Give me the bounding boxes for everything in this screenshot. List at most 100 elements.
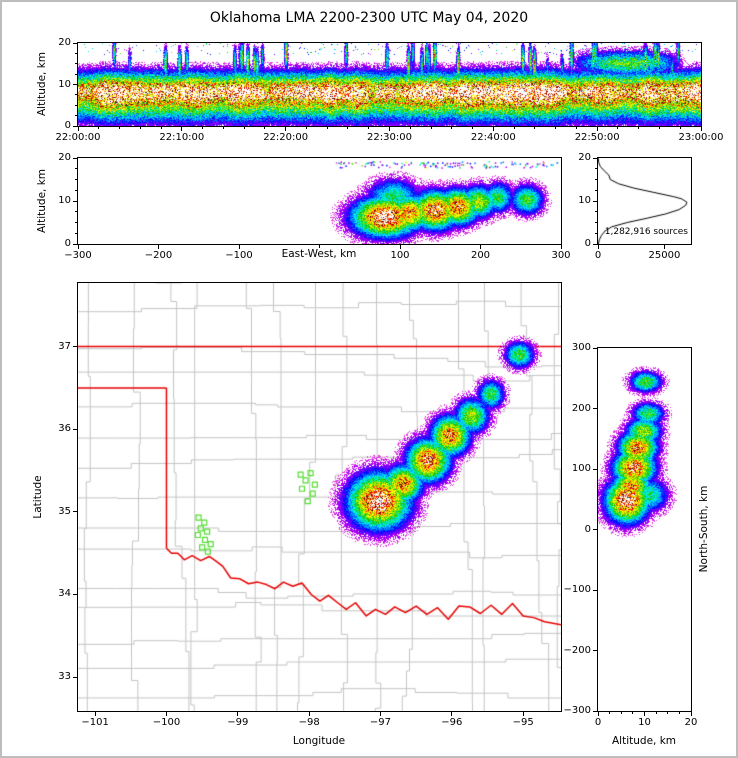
tick-label: 34 — [58, 588, 71, 600]
tick-label: −95 — [512, 717, 534, 728]
tick-label: 10 — [58, 195, 71, 206]
tick-mark — [593, 650, 597, 651]
altitude-histogram-canvas — [598, 158, 691, 244]
tick-mark — [597, 245, 599, 249]
tick-mark — [75, 211, 77, 213]
tick-mark — [593, 710, 597, 712]
tick-mark — [75, 73, 77, 75]
tick-mark — [700, 127, 702, 131]
tick-label: 22:30:00 — [367, 132, 412, 143]
tick-label: 20 — [684, 717, 698, 728]
plan-view-map-panel — [77, 282, 562, 712]
tick-mark — [609, 712, 611, 714]
tick-mark — [319, 245, 320, 249]
tick-label: −300 — [64, 250, 92, 261]
north-south-height-canvas — [598, 348, 691, 711]
source-count-label: 1,282,916 sources — [604, 227, 688, 237]
tick-mark — [73, 346, 77, 348]
tick-label: 100 — [571, 463, 591, 474]
tick-mark — [73, 593, 77, 595]
tick-mark — [77, 245, 79, 249]
tick-label: 35 — [58, 505, 71, 517]
tick-label: 100 — [390, 250, 410, 261]
tick-mark — [73, 125, 77, 127]
tick-mark — [379, 712, 381, 716]
tick-mark — [264, 127, 266, 129]
tick-mark — [596, 127, 598, 131]
tick-mark — [667, 712, 669, 714]
tick-mark — [409, 127, 411, 129]
tick-mark — [285, 127, 287, 131]
tick-mark — [75, 115, 77, 117]
tick-label: 0 — [584, 238, 591, 249]
time-height-panel — [77, 42, 702, 127]
altitude-histogram-panel — [597, 157, 692, 245]
tick-label: 0 — [64, 120, 71, 131]
tick-label: 33 — [58, 671, 71, 683]
tick-mark — [158, 245, 159, 249]
tick-mark — [389, 127, 390, 131]
tick-mark — [690, 712, 692, 716]
tick-mark — [305, 127, 307, 129]
altitude-axis-label-time-panel: Altitude, km — [36, 51, 48, 117]
east-west-height-canvas — [78, 158, 561, 244]
tick-mark — [326, 127, 328, 129]
tick-mark — [73, 42, 77, 44]
tick-label: 300 — [571, 342, 591, 353]
tick-label: −101 — [81, 717, 109, 728]
tick-mark — [139, 127, 141, 129]
tick-mark — [75, 94, 77, 96]
tick-mark — [593, 468, 597, 470]
tick-label: 10 — [638, 717, 651, 728]
tick-mark — [644, 712, 645, 716]
tick-mark — [181, 127, 183, 131]
tick-mark — [399, 245, 401, 249]
tick-mark — [243, 127, 245, 129]
tick-mark — [73, 84, 77, 85]
tick-mark — [308, 712, 310, 716]
tick-mark — [658, 127, 660, 129]
tick-label: −100 — [225, 250, 253, 261]
tick-mark — [560, 245, 562, 249]
tick-mark — [663, 245, 665, 249]
tick-mark — [597, 712, 599, 716]
tick-mark — [75, 63, 77, 65]
tick-mark — [678, 712, 680, 714]
tick-mark — [595, 211, 597, 213]
tick-mark — [160, 127, 162, 129]
tick-mark — [593, 157, 597, 159]
tick-label: 22:50:00 — [574, 132, 620, 143]
plan-view-map-canvas — [78, 283, 561, 711]
tick-mark — [593, 243, 597, 245]
tick-mark — [593, 529, 597, 530]
tick-label: 300 — [551, 250, 571, 261]
tick-mark — [534, 127, 536, 129]
tick-label: −200 — [144, 250, 173, 261]
tick-label: −200 — [563, 644, 591, 656]
tick-mark — [73, 676, 77, 678]
tick-mark — [222, 127, 224, 129]
tick-label: 20 — [58, 152, 71, 163]
latitude-axis-label: Latitude — [32, 475, 44, 519]
tick-label: −300 — [563, 705, 591, 716]
tick-mark — [238, 245, 240, 249]
tick-mark — [655, 712, 657, 714]
tick-mark — [632, 712, 634, 714]
tick-mark — [595, 189, 597, 191]
tick-mark — [75, 179, 77, 180]
tick-mark — [75, 222, 77, 223]
tick-mark — [575, 127, 577, 129]
north-south-axis-label: North-South, km — [698, 485, 710, 573]
tick-mark — [98, 127, 100, 129]
tick-mark — [595, 168, 597, 170]
tick-mark — [679, 127, 681, 129]
figure-title: Oklahoma LMA 2200-2300 UTC May 04, 2020 — [209, 10, 529, 26]
altitude-axis-label-ns-panel: Altitude, km — [608, 735, 680, 747]
tick-mark — [368, 127, 370, 129]
tick-mark — [472, 127, 474, 129]
longitude-axis-label: Longitude — [289, 735, 349, 747]
tick-mark — [595, 232, 597, 234]
tick-mark — [593, 347, 597, 349]
tick-mark — [347, 127, 349, 129]
tick-mark — [593, 589, 597, 591]
